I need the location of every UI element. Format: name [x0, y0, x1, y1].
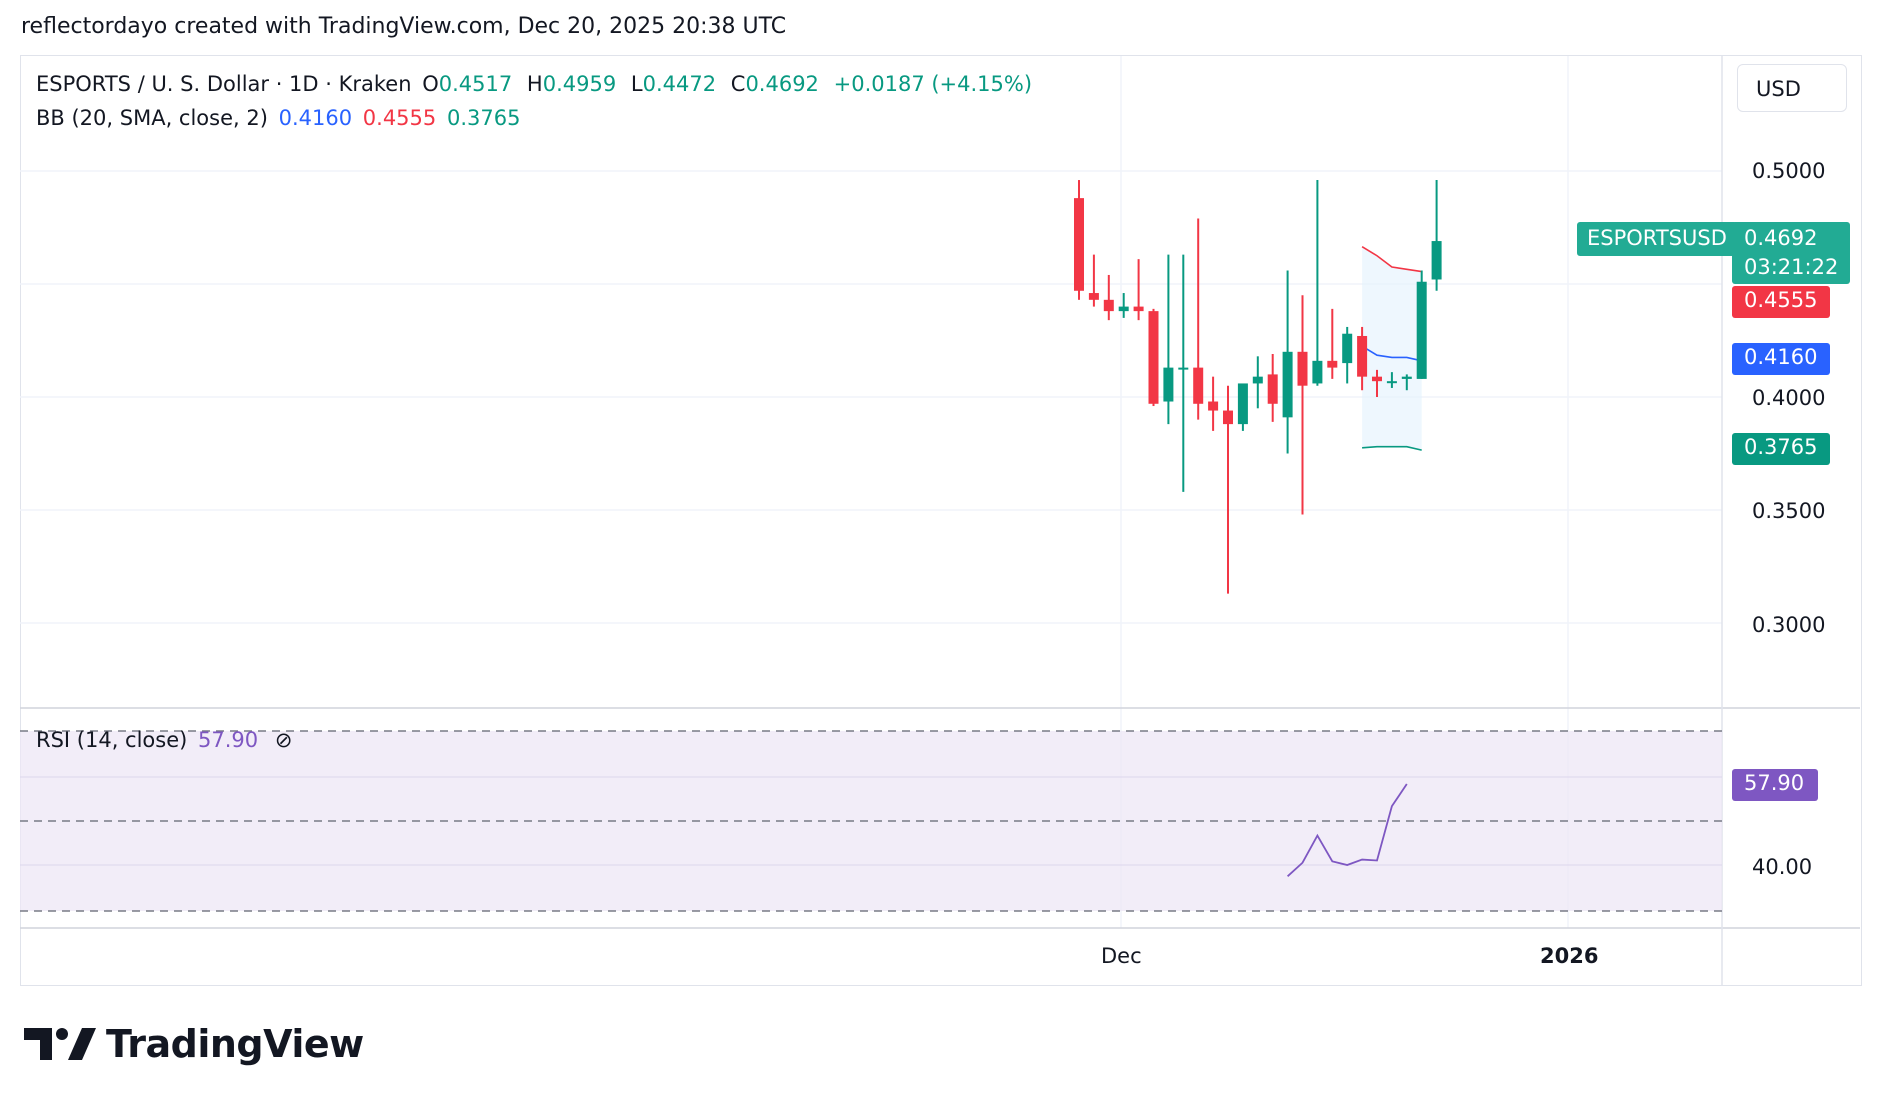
candle-body: [1431, 241, 1442, 280]
candle-body: [1193, 367, 1204, 404]
candle-body: [1416, 281, 1427, 379]
bb-legend[interactable]: BB (20, SMA, close, 2) 0.4160 0.4555 0.3…: [36, 106, 524, 130]
bollinger-bands: [1361, 246, 1422, 451]
rsi-tick: 40.00: [1752, 855, 1813, 879]
candle-body: [1178, 367, 1189, 370]
candle-body: [1133, 306, 1144, 312]
bb-lower-line: [1362, 445, 1422, 451]
high-value: 0.4959: [542, 72, 617, 96]
candle-body: [1163, 367, 1174, 402]
candle-body: [1088, 293, 1099, 300]
open-value: 0.4517: [438, 72, 513, 96]
bar-countdown: 03:21:22: [1744, 255, 1839, 279]
candle-body: [1223, 410, 1233, 425]
chart-frame: [20, 55, 1862, 986]
chart-caption: reflectordayo created with TradingView.c…: [21, 14, 787, 39]
bb-lower-value: 0.3765: [446, 106, 521, 130]
candle-body: [1074, 198, 1084, 291]
open-label: O: [422, 72, 439, 96]
low-value: 0.4472: [642, 72, 717, 96]
rsi-pane: [20, 730, 1722, 912]
candle-body: [1401, 376, 1412, 379]
candle-body: [1357, 335, 1368, 377]
tradingview-logo[interactable]: TradingView: [24, 1020, 364, 1068]
low-label: L: [630, 72, 643, 96]
candle-body: [1327, 360, 1338, 368]
bb-upper-badge: 0.4555: [1732, 286, 1830, 318]
rsi-badge: 57.90: [1732, 769, 1818, 801]
bb-label: BB (20, SMA, close, 2): [36, 106, 268, 130]
high-label: H: [526, 72, 543, 96]
candle-body: [1282, 351, 1293, 418]
candle-body: [1103, 299, 1114, 312]
symbol-title: ESPORTS / U. S. Dollar · 1D · Kraken: [36, 72, 412, 96]
candle-body: [1252, 376, 1263, 384]
bb-lower-badge: 0.3765: [1732, 433, 1830, 465]
bb-fill: [1362, 246, 1422, 451]
time-tick-dec: Dec: [1101, 944, 1142, 968]
close-label: C: [730, 72, 746, 96]
brand-name: TradingView: [106, 1022, 364, 1066]
candle-body: [1267, 374, 1278, 404]
currency-button[interactable]: USD: [1737, 64, 1847, 112]
bb-basis-badge: 0.4160: [1732, 343, 1830, 375]
tradingview-logo-icon: [24, 1028, 96, 1060]
change-value: +0.0187 (+4.15%): [833, 72, 1033, 96]
close-value: 0.4692: [745, 72, 819, 96]
time-tick-2026: 2026: [1540, 944, 1599, 968]
bb-upper-line: [1361, 246, 1422, 273]
rsi-legend[interactable]: RSI (14, close) 57.90 ⊘: [36, 728, 296, 752]
rsi-value: 57.90: [198, 728, 259, 752]
price-tick: 0.4000: [1752, 386, 1826, 410]
candle-body: [1208, 401, 1219, 411]
price-tick: 0.5000: [1752, 159, 1826, 183]
price-tick: 0.3500: [1752, 499, 1826, 523]
symbol-badge: ESPORTSUSD: [1577, 222, 1737, 256]
price-tick: 0.3000: [1752, 613, 1826, 637]
rsi-line: [1286, 783, 1408, 877]
bb-basis-line: [1361, 345, 1422, 362]
rsi-label: RSI (14, close): [36, 728, 188, 752]
candle-body: [1342, 333, 1353, 364]
candle-body: [1297, 351, 1308, 386]
candle-body: [1118, 306, 1129, 312]
candle-body: [1312, 360, 1323, 384]
candles: [1074, 180, 1442, 594]
candle-body: [1386, 381, 1397, 384]
candle-body: [1237, 383, 1248, 425]
last-price-badge: 0.4692 03:21:22: [1732, 222, 1850, 284]
hide-icon[interactable]: ⊘: [274, 728, 293, 752]
bb-basis-value: 0.4160: [278, 106, 353, 130]
candle-body: [1372, 376, 1382, 382]
candle-body: [1148, 311, 1159, 404]
symbol-legend[interactable]: ESPORTS / U. S. Dollar · 1D · Kraken O0.…: [36, 72, 1036, 96]
last-price: 0.4692: [1744, 226, 1818, 250]
bb-upper-value: 0.4555: [362, 106, 437, 130]
